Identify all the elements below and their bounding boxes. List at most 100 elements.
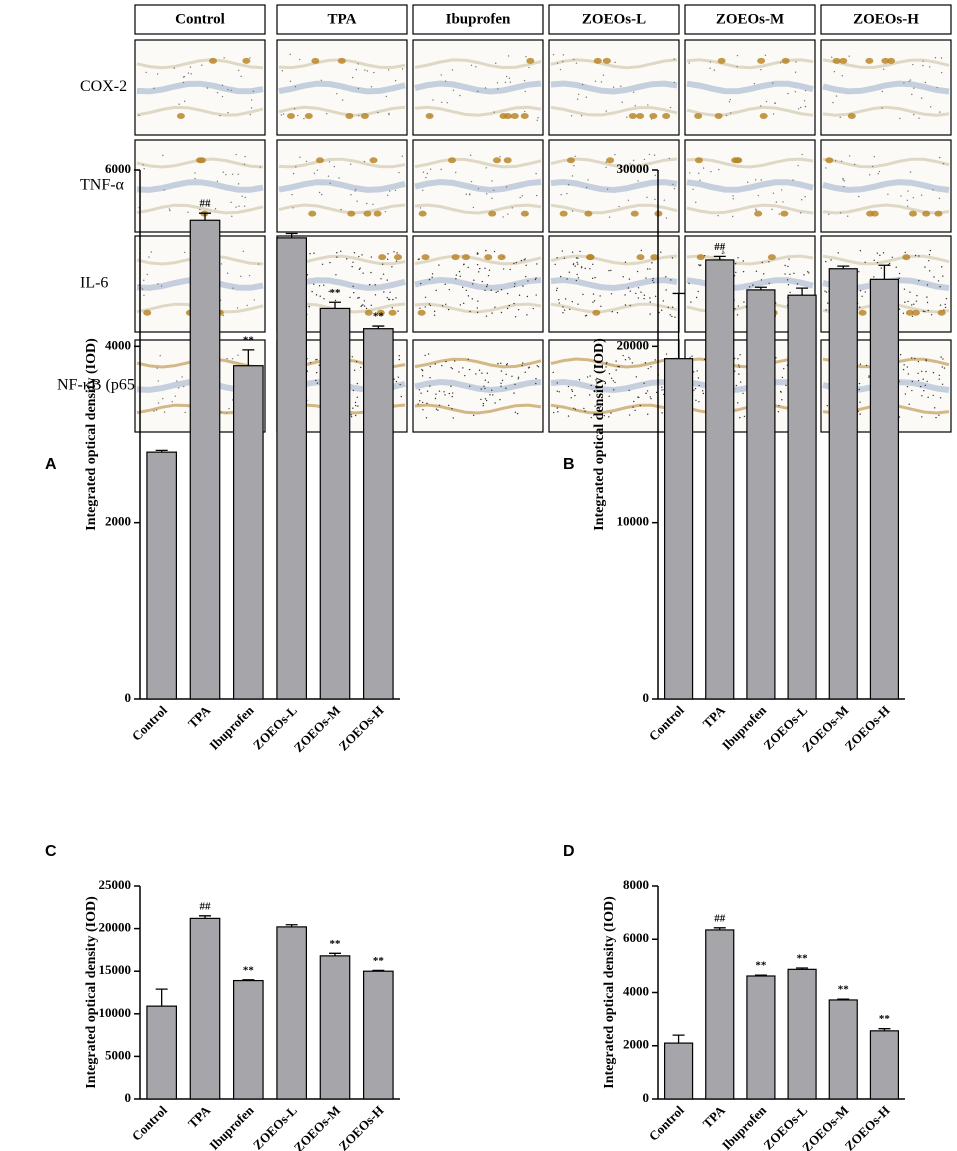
tissue-layer [822,254,950,266]
stain-dot [755,208,757,210]
stain-dot [556,382,558,384]
stain-dot [757,194,759,197]
stain-spot [566,157,575,164]
stain-spot [937,309,946,316]
stain-dot [734,263,737,265]
stain-dot [761,261,763,264]
stain-dot [702,392,705,395]
stain-dot [772,192,775,194]
stain-dot [340,250,342,253]
stain-dot [352,407,354,409]
stain-dot [922,64,924,67]
stain-dot [606,188,609,191]
tissue-layer [278,157,406,169]
stain-spot [586,254,595,261]
stain-dot [911,93,913,96]
stain-dot [163,189,166,191]
stain-dot [645,277,647,279]
stain-dot [450,385,452,387]
stain-dot [868,376,870,378]
stain-dot [865,364,868,367]
stain-dot [697,290,699,293]
stain-dot [743,415,746,418]
stain-dot [763,273,765,275]
stain-dot [869,174,871,176]
stain-dot [226,357,228,360]
stain-dot [387,253,389,255]
stain-dot [926,284,929,286]
stain-dot [575,279,578,282]
stain-dot [476,253,479,255]
bar [276,237,307,700]
stain-dot [792,179,794,181]
stain-dot [465,289,467,292]
stain-dot [568,271,571,273]
stain-dot [908,80,910,82]
stain-dot [470,64,473,66]
stain-dot [628,389,630,392]
stain-dot [227,88,229,91]
stain-dot [356,382,359,385]
stain-dot [846,215,849,217]
stain-dot [913,113,915,116]
stain-dot [903,288,906,290]
stain-dot [291,193,293,196]
stain-spot [510,113,519,119]
stain-dot [929,106,932,108]
stain-spot [451,254,460,261]
stain-dot [316,382,319,384]
stain-dot [605,363,608,365]
stain-dot [788,258,790,260]
stain-spot [694,113,703,119]
stain-dot [187,211,189,213]
stain-dot [877,172,879,175]
stain-spot [311,57,320,64]
stain-dot [580,266,583,268]
stain-dot [237,69,240,72]
stain-dot [921,416,923,418]
x-tick-label: Ibuprofen [719,702,770,753]
stain-dot [825,167,827,169]
stain-dot [898,416,901,418]
stain-dot [398,171,400,174]
stain-dot [661,386,663,388]
stain-spot [734,157,743,164]
stain-spot [425,113,434,119]
stain-dot [622,354,624,357]
stain-dot [698,384,700,387]
stain-dot [595,379,597,381]
stain-dot [576,98,579,100]
stain-dot [447,404,450,407]
stain-dot [432,99,434,101]
stain-spot [866,210,875,217]
stain-dot [420,392,422,394]
error-bar [372,325,385,329]
stain-dot [876,261,879,264]
stain-dot [692,188,694,191]
stain-dot [913,87,915,89]
stain-dot [176,380,178,382]
stain-dot [924,384,927,387]
stain-dot [858,195,860,198]
stain-spot [839,57,848,64]
stain-dot [370,304,373,307]
tissue-layer [550,403,678,415]
y-tick-label: 8000 [623,877,649,892]
stain-dot [507,213,509,215]
stain-dot [485,285,488,288]
stain-dot [728,101,731,103]
stain-dot [571,175,574,177]
stain-dot [394,79,397,82]
stain-dot [599,410,602,413]
stain-dot [610,269,612,272]
stain-dot [843,180,846,182]
stain-dot [535,382,537,385]
stain-spot [376,309,385,316]
stain-dot [558,298,560,301]
stain-dot [500,289,503,291]
tissue-layer [278,80,406,95]
stain-dot [569,308,571,311]
stain-dot [696,370,698,372]
stain-dot [924,81,927,84]
stain-dot [524,90,526,93]
